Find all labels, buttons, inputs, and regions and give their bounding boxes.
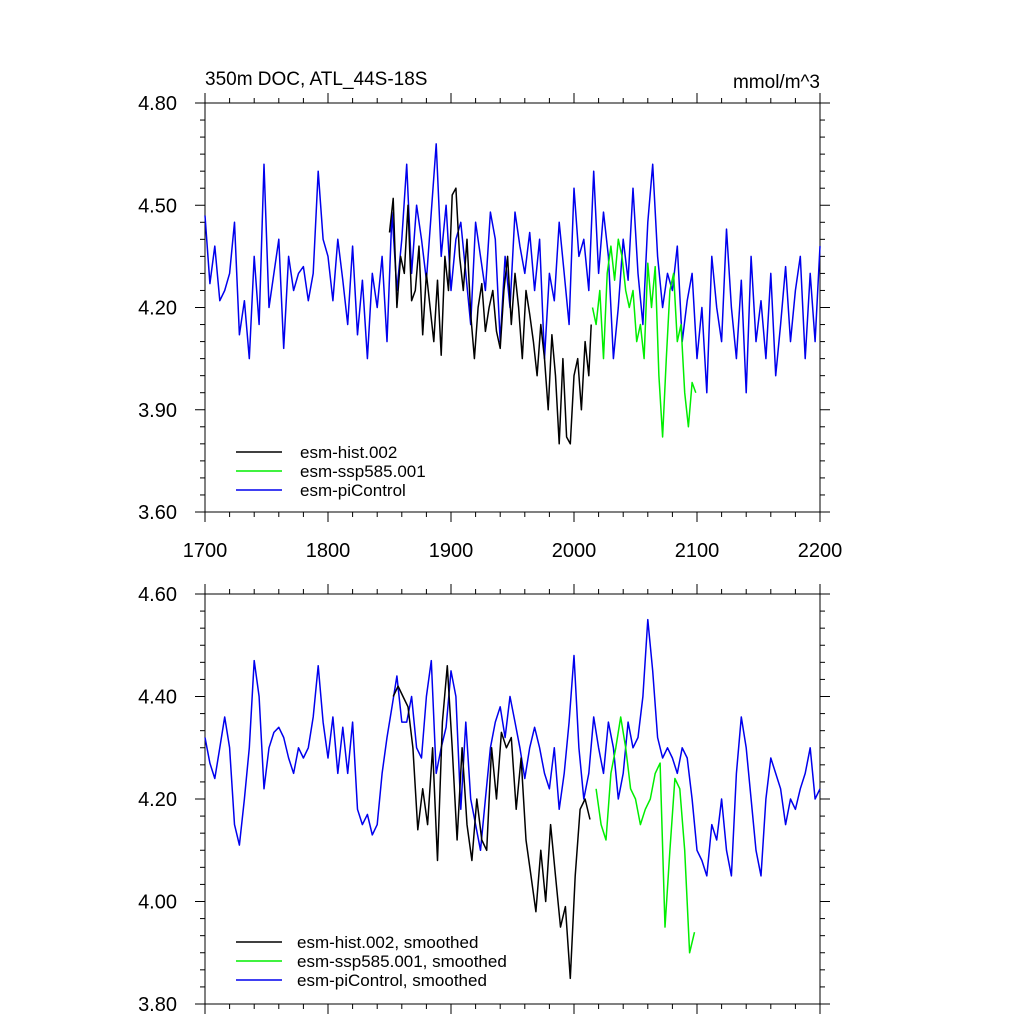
x-tick-label: 1700 <box>183 540 228 562</box>
series-line-pi <box>204 143 821 394</box>
y-tick-label: 3.60 <box>138 502 177 524</box>
y-tick-label: 4.80 <box>138 93 177 115</box>
bottom-chart: 3.80 4.00 4.20 4.40 4.60 esm-hist.002, smooth… <box>138 584 830 1016</box>
legend-label: esm-hist.002, smoothed <box>297 933 478 952</box>
legend-label: esm-hist.002 <box>300 443 397 462</box>
series-line-hist <box>392 664 591 980</box>
top-chart-title: 350m DOC, ATL_44S-18S <box>205 69 427 90</box>
series-line-pi <box>204 618 821 877</box>
y-tick-label: 4.00 <box>138 892 177 914</box>
x-tick-label: 1900 <box>429 540 474 562</box>
series-line-hist <box>388 187 592 445</box>
x-tick-label: 2000 <box>552 540 597 562</box>
y-tick-label: 4.50 <box>138 195 177 217</box>
x-tick-label: 2100 <box>675 540 720 562</box>
legend-label: esm-ssp585.001 <box>300 462 426 481</box>
y-tick-label: 3.80 <box>138 994 177 1016</box>
top-chart-units: mmol/m^3 <box>733 72 820 93</box>
top-chart: 1700 1800 1900 2000 2100 2200 3.60 3.90 4.20 4.50… <box>138 93 842 562</box>
series-line-ssp <box>591 238 697 438</box>
y-tick-label: 4.40 <box>138 687 177 709</box>
y-tick-label: 4.20 <box>138 298 177 320</box>
legend-label: esm-ssp585.001, smoothed <box>297 952 507 971</box>
y-tick-label: 4.60 <box>138 584 177 606</box>
x-tick-label: 2200 <box>798 540 843 562</box>
series-line-ssp <box>595 716 696 954</box>
legend-label: esm-piControl <box>300 481 406 500</box>
y-tick-label: 3.90 <box>138 400 177 422</box>
y-tick-label: 4.20 <box>138 789 177 811</box>
legend-label: esm-piControl, smoothed <box>297 971 487 990</box>
x-tick-label: 1800 <box>306 540 351 562</box>
